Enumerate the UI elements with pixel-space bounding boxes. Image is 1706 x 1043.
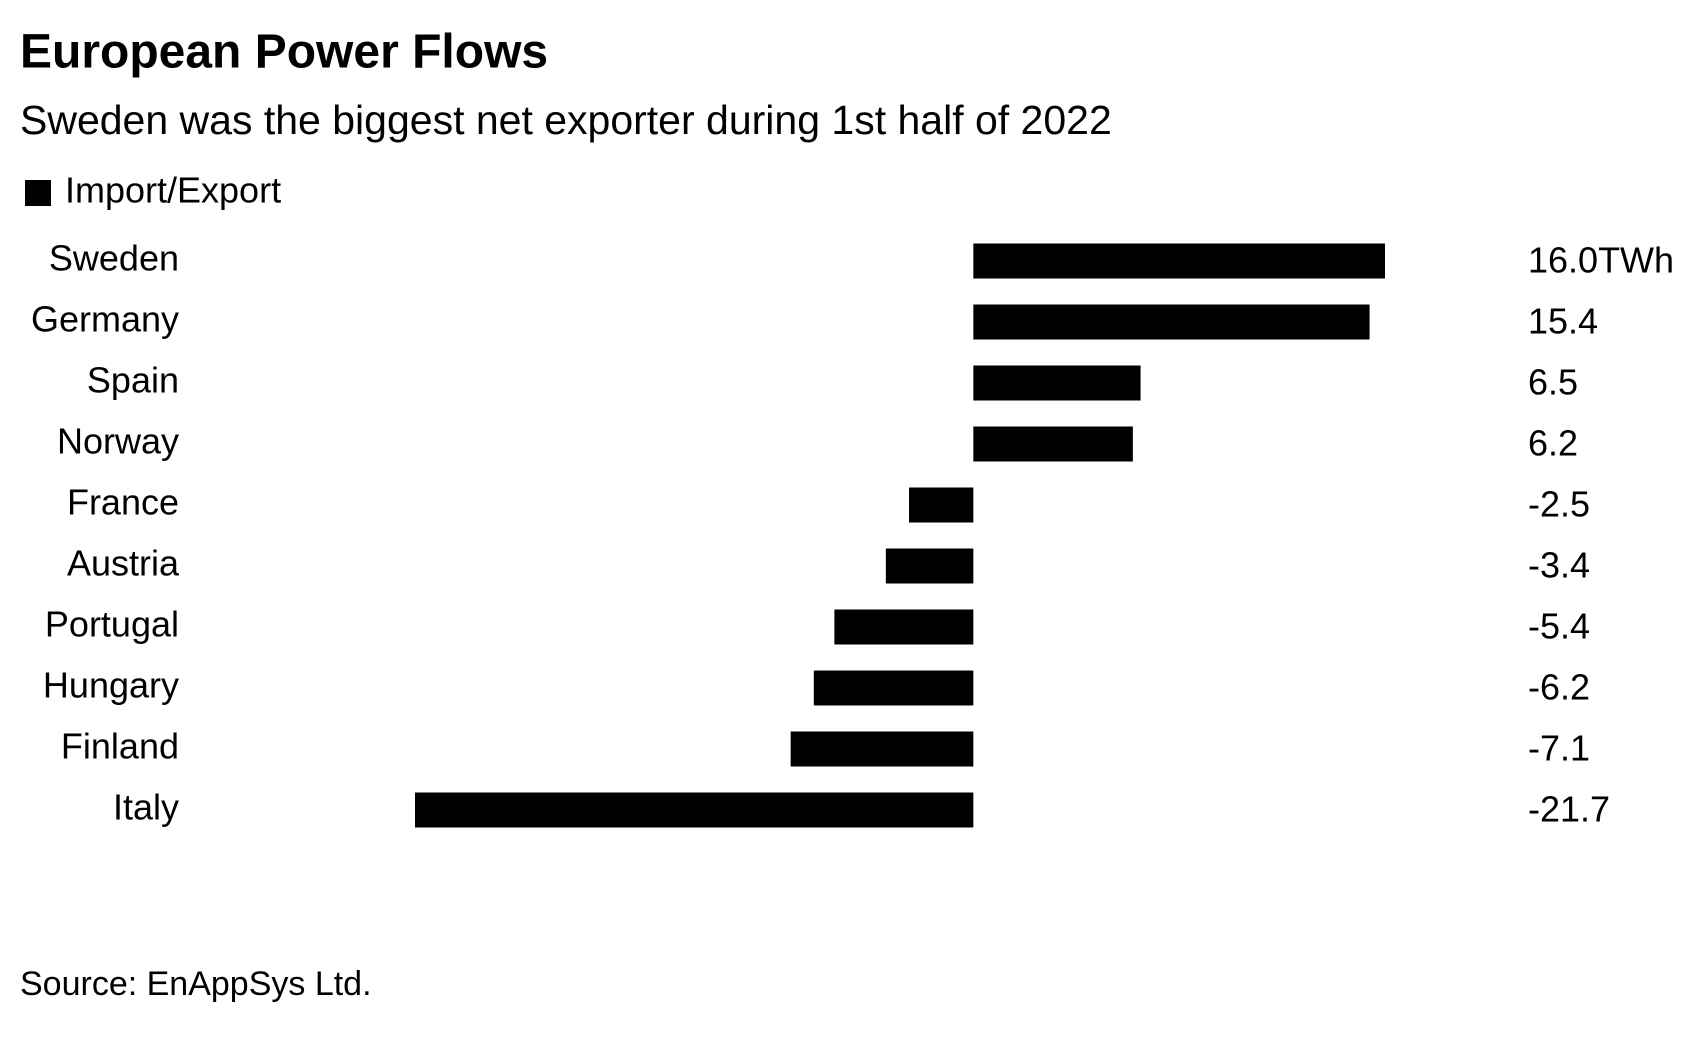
category-label: Italy [113, 787, 179, 828]
bar [790, 731, 974, 767]
value-label: 6.2 [1528, 423, 1578, 464]
value-label: 15.4 [1528, 301, 1598, 342]
value-label: -3.4 [1528, 545, 1590, 586]
value-label: -5.4 [1528, 606, 1590, 647]
value-label: -21.7 [1528, 789, 1610, 830]
bar [973, 304, 1370, 340]
chart-title: European Power Flows [20, 26, 548, 79]
bar [813, 670, 974, 706]
source-note: Source: EnAppSys Ltd. [20, 965, 372, 1003]
legend-label: Import/Export [65, 170, 281, 211]
category-label: Austria [67, 543, 180, 584]
category-label: Hungary [43, 665, 179, 706]
value-label: -7.1 [1528, 728, 1590, 769]
category-label: Norway [57, 421, 179, 462]
bar [973, 365, 1141, 401]
category-label: Spain [87, 360, 179, 401]
category-label: Portugal [45, 604, 179, 645]
legend-swatch [25, 180, 51, 206]
bar [909, 487, 974, 523]
bar [973, 426, 1133, 462]
bar [885, 548, 974, 584]
value-label: 16.0TWh [1528, 240, 1674, 281]
bar [415, 792, 974, 828]
category-label: Sweden [49, 238, 179, 279]
value-label: -6.2 [1528, 667, 1590, 708]
chart-subtitle: Sweden was the biggest net exporter duri… [20, 97, 1112, 143]
category-label: Germany [31, 299, 179, 340]
category-label: France [67, 482, 179, 523]
bar [834, 609, 974, 645]
value-label: -2.5 [1528, 484, 1590, 525]
bar [973, 243, 1385, 279]
value-label: 6.5 [1528, 362, 1578, 403]
category-label: Finland [61, 726, 179, 767]
